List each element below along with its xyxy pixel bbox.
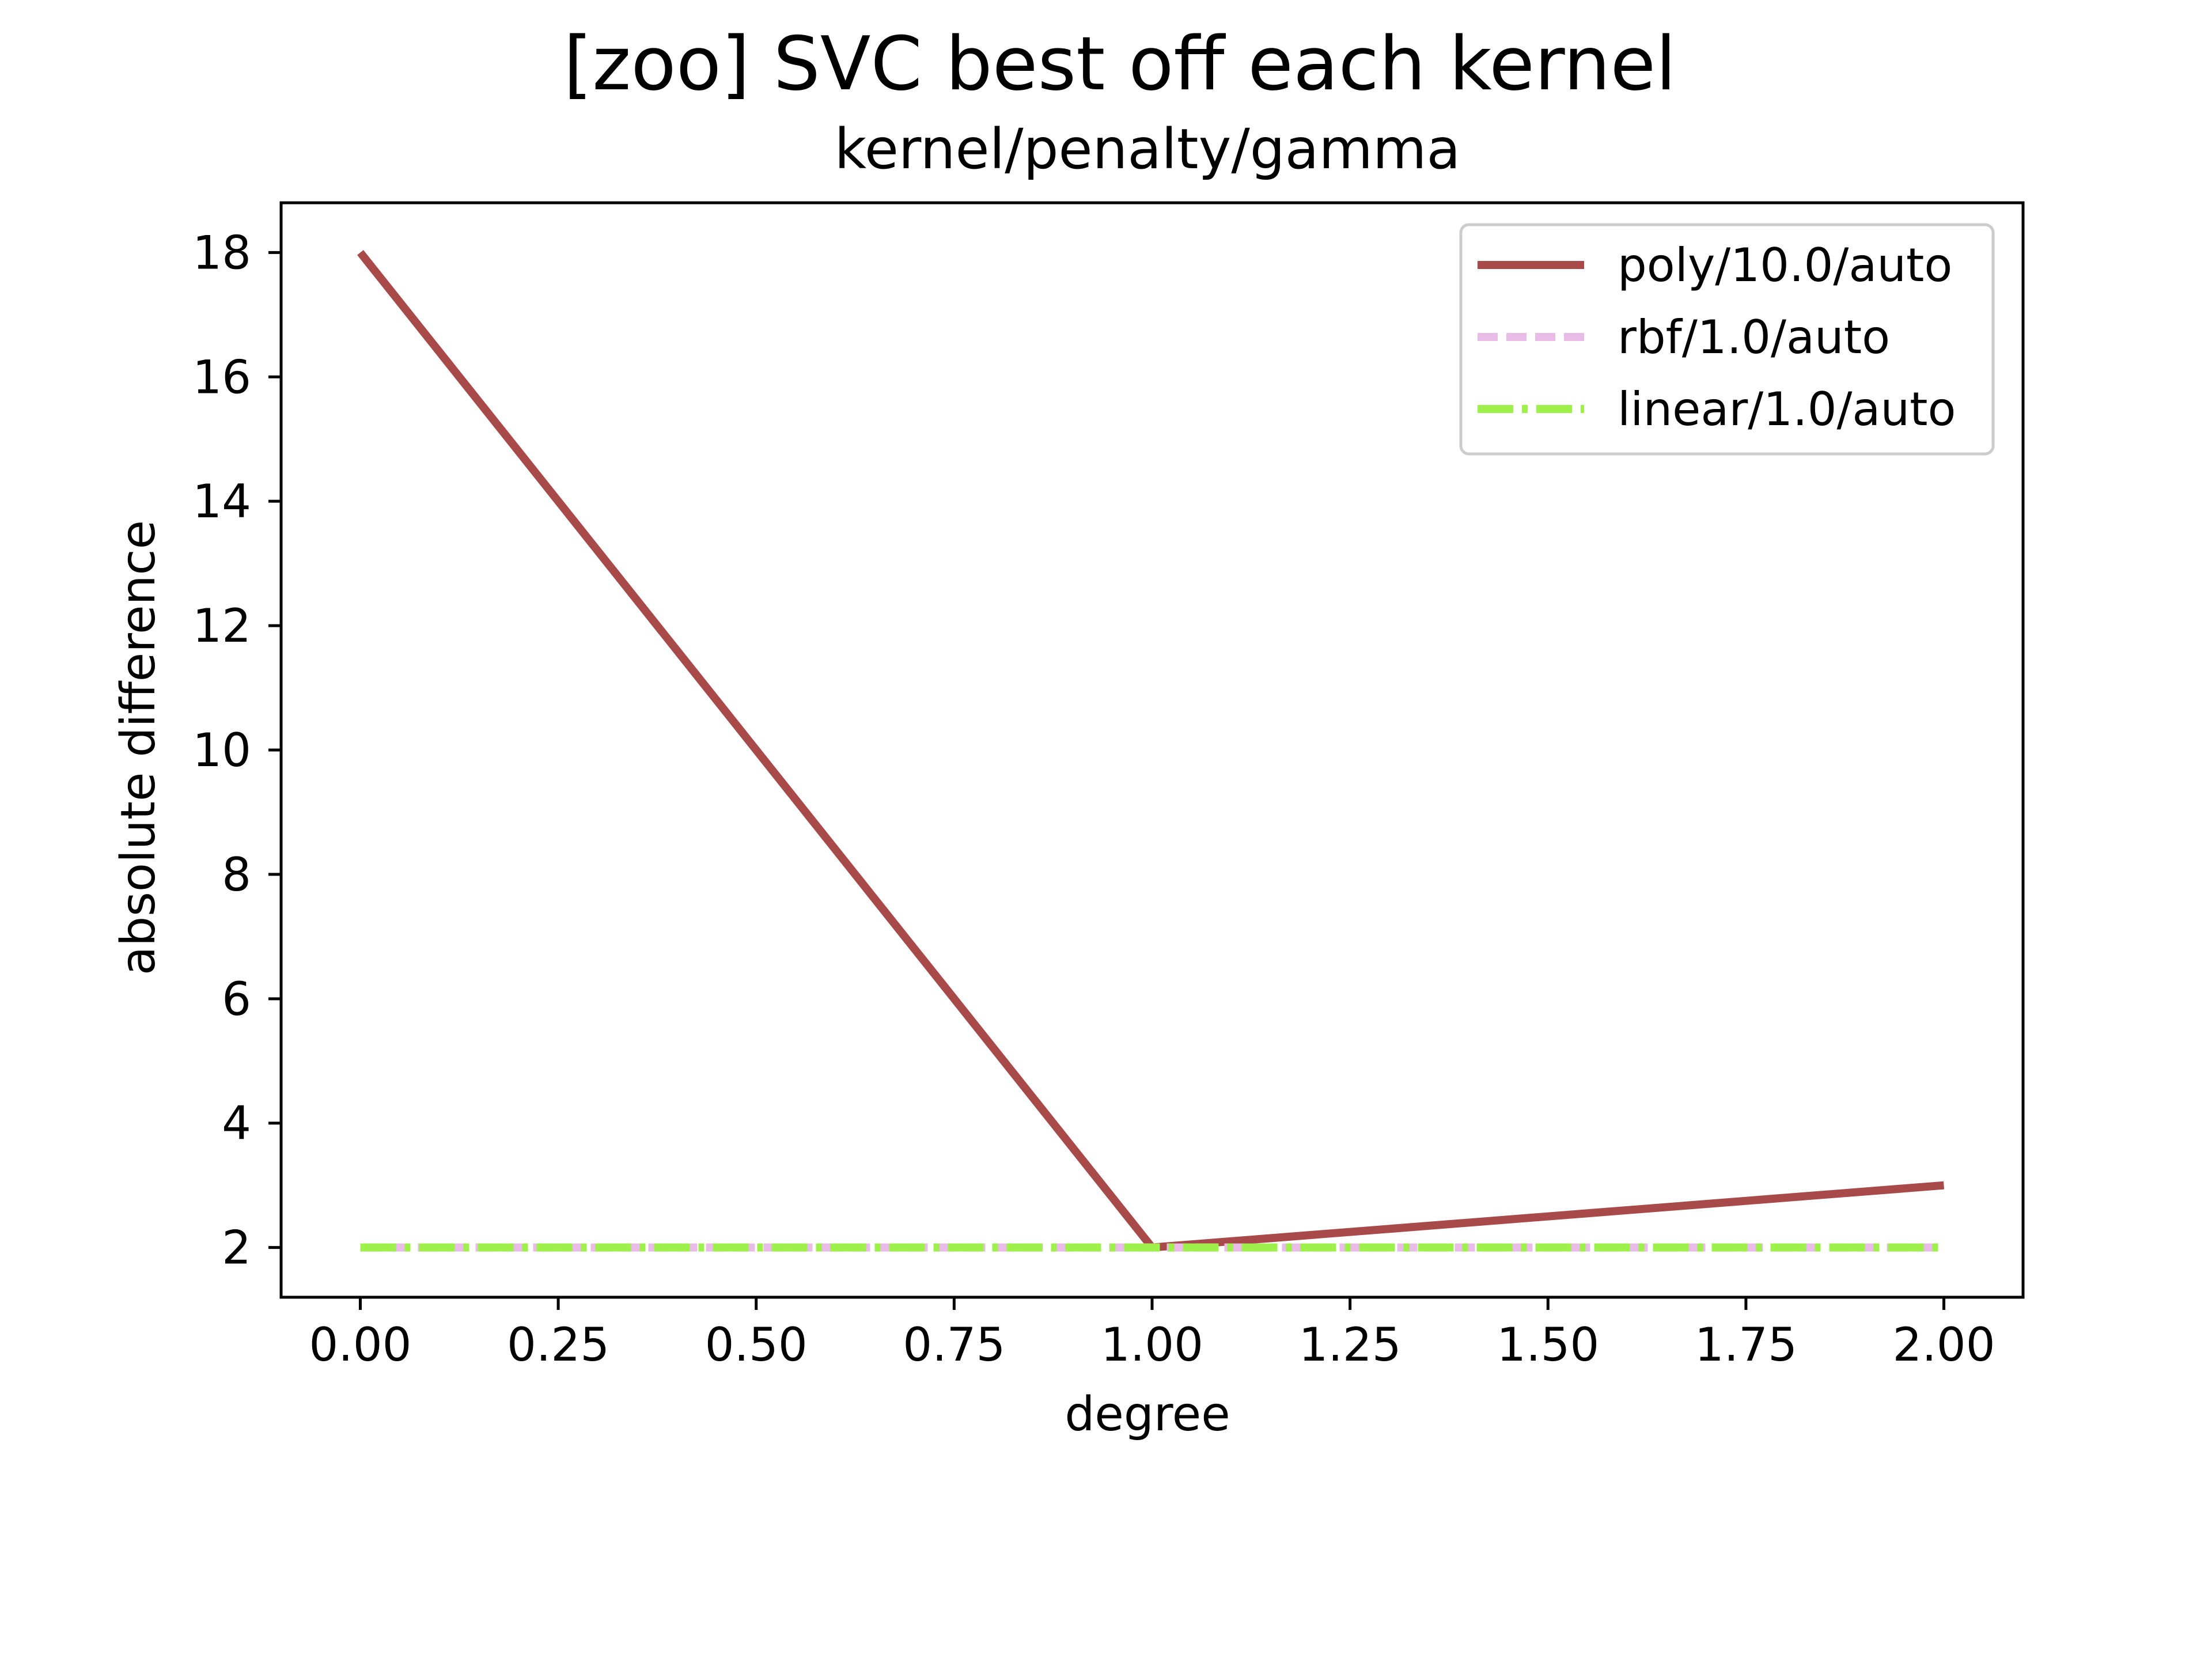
x-tick-label: 2.00	[1892, 1318, 1995, 1372]
x-tick-label: 0.25	[507, 1318, 609, 1372]
y-tick-label: 18	[192, 226, 251, 279]
x-tick-label: 0.50	[705, 1318, 808, 1372]
y-tick-label: 2	[222, 1221, 251, 1275]
x-axis-label: degree	[1065, 1387, 1230, 1442]
y-axis-label: absolute difference	[111, 520, 166, 975]
y-tick-label: 14	[192, 475, 251, 528]
x-tick-label: 0.00	[309, 1318, 411, 1372]
y-tick-label: 6	[222, 972, 251, 1026]
x-tick-label: 0.75	[903, 1318, 1005, 1372]
legend-label-linear: linear/1.0/auto	[1618, 382, 1956, 436]
plot-area	[279, 201, 2025, 1299]
legend-label-poly: poly/10.0/auto	[1618, 238, 1952, 292]
y-tick-label: 16	[192, 350, 251, 404]
y-tick-label: 12	[192, 599, 251, 653]
y-tick-label: 10	[192, 724, 251, 777]
x-axis-ticks: 0.00 0.25 0.50 0.75 1.00 1.25 1.50 1.75 2.00	[309, 1297, 1995, 1372]
y-tick-label: 8	[222, 848, 251, 902]
x-tick-label: 1.25	[1299, 1318, 1402, 1372]
x-tick-label: 1.50	[1497, 1318, 1599, 1372]
x-tick-label: 1.00	[1101, 1318, 1203, 1372]
legend: poly/10.0/auto rbf/1.0/auto linear/1.0/a…	[1459, 223, 1995, 456]
x-tick-label: 1.75	[1695, 1318, 1797, 1372]
chart-title: [zoo] SVC best off each kernel	[563, 21, 1676, 107]
chart-subtitle: kernel/penalty/gamma	[835, 117, 1461, 181]
plot-frame	[279, 201, 2025, 1299]
series-lines	[357, 250, 1945, 1252]
legend-box	[1459, 223, 1995, 456]
y-tick-label: 4	[222, 1097, 251, 1150]
y-axis-ticks: 2 4 6 8 10 12 14 16 18	[192, 226, 281, 1275]
legend-label-rbf: rbf/1.0/auto	[1618, 310, 1890, 364]
